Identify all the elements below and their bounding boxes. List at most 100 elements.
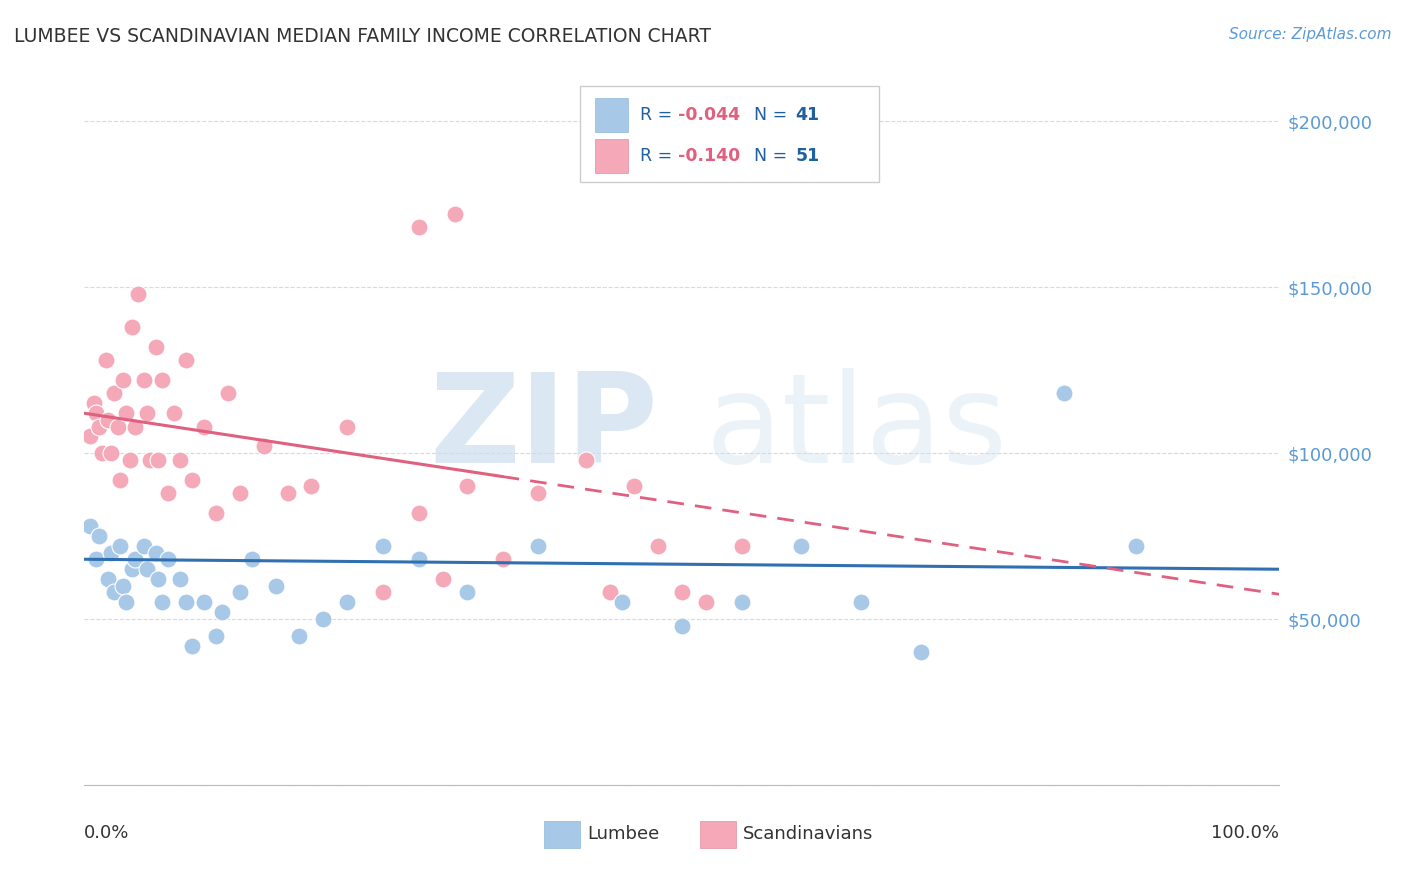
- Point: [150, 595, 173, 609]
- Point: [444, 207, 467, 221]
- Point: [83, 396, 105, 410]
- Point: [86, 552, 108, 566]
- Point: [373, 539, 395, 553]
- Point: [211, 606, 233, 620]
- Point: [229, 585, 252, 599]
- Point: [163, 406, 186, 420]
- Point: [174, 353, 197, 368]
- Point: [100, 446, 122, 460]
- Text: 41: 41: [796, 106, 820, 124]
- Text: 51: 51: [796, 147, 820, 165]
- Point: [148, 572, 170, 586]
- Point: [100, 546, 122, 560]
- Text: atlas: atlas: [706, 368, 1008, 489]
- Point: [1053, 386, 1076, 401]
- Point: [790, 539, 813, 553]
- Point: [132, 539, 156, 553]
- Point: [671, 585, 693, 599]
- Point: [127, 286, 149, 301]
- Point: [527, 539, 550, 553]
- Point: [277, 486, 299, 500]
- Point: [456, 585, 478, 599]
- Point: [103, 386, 125, 401]
- Text: Scandinavians: Scandinavians: [742, 825, 873, 843]
- Point: [193, 419, 215, 434]
- Text: R =: R =: [640, 106, 678, 124]
- Point: [612, 595, 634, 609]
- Point: [115, 406, 138, 420]
- Point: [150, 373, 173, 387]
- Point: [103, 585, 125, 599]
- Point: [124, 419, 146, 434]
- Point: [118, 452, 141, 467]
- Text: -0.044: -0.044: [678, 106, 741, 124]
- Point: [623, 479, 645, 493]
- Point: [731, 539, 754, 553]
- Point: [135, 406, 157, 420]
- Text: N =: N =: [754, 106, 793, 124]
- Point: [647, 539, 669, 553]
- FancyBboxPatch shape: [595, 139, 628, 173]
- Point: [205, 506, 228, 520]
- Point: [111, 579, 134, 593]
- Point: [240, 552, 263, 566]
- Point: [336, 419, 359, 434]
- Point: [132, 373, 156, 387]
- Point: [135, 562, 157, 576]
- Point: [145, 340, 167, 354]
- Point: [157, 552, 180, 566]
- Point: [264, 579, 287, 593]
- Text: Source: ZipAtlas.com: Source: ZipAtlas.com: [1229, 27, 1392, 42]
- Point: [851, 595, 873, 609]
- Point: [121, 562, 143, 576]
- Point: [169, 452, 191, 467]
- Point: [408, 506, 430, 520]
- Point: [336, 595, 359, 609]
- Point: [217, 386, 239, 401]
- Point: [79, 429, 101, 443]
- Point: [107, 419, 129, 434]
- Point: [373, 585, 395, 599]
- Point: [910, 645, 932, 659]
- Text: ZIP: ZIP: [429, 368, 658, 489]
- FancyBboxPatch shape: [544, 821, 581, 847]
- Point: [205, 629, 228, 643]
- Y-axis label: Median Family Income: Median Family Income: [0, 335, 8, 521]
- Point: [408, 552, 430, 566]
- Point: [229, 486, 252, 500]
- Point: [193, 595, 215, 609]
- Point: [432, 572, 454, 586]
- Text: 0.0%: 0.0%: [84, 824, 129, 842]
- Point: [695, 595, 717, 609]
- Point: [731, 595, 754, 609]
- Point: [575, 452, 598, 467]
- Point: [301, 479, 323, 493]
- Point: [91, 446, 114, 460]
- Point: [145, 546, 167, 560]
- Point: [456, 479, 478, 493]
- Text: -0.140: -0.140: [678, 147, 741, 165]
- Text: N =: N =: [754, 147, 793, 165]
- Point: [181, 639, 204, 653]
- Point: [253, 439, 276, 453]
- Text: LUMBEE VS SCANDINAVIAN MEDIAN FAMILY INCOME CORRELATION CHART: LUMBEE VS SCANDINAVIAN MEDIAN FAMILY INC…: [14, 27, 711, 45]
- Point: [87, 419, 110, 434]
- Text: 100.0%: 100.0%: [1212, 824, 1279, 842]
- Point: [110, 539, 132, 553]
- Point: [87, 529, 110, 543]
- Point: [124, 552, 146, 566]
- Point: [157, 486, 180, 500]
- Point: [121, 320, 143, 334]
- Point: [139, 452, 162, 467]
- Text: R =: R =: [640, 147, 678, 165]
- Point: [148, 452, 170, 467]
- Point: [1125, 539, 1147, 553]
- Point: [492, 552, 515, 566]
- FancyBboxPatch shape: [700, 821, 735, 847]
- Point: [97, 572, 120, 586]
- Point: [97, 413, 120, 427]
- Point: [94, 353, 117, 368]
- Point: [288, 629, 311, 643]
- Point: [599, 585, 621, 599]
- Point: [408, 220, 430, 235]
